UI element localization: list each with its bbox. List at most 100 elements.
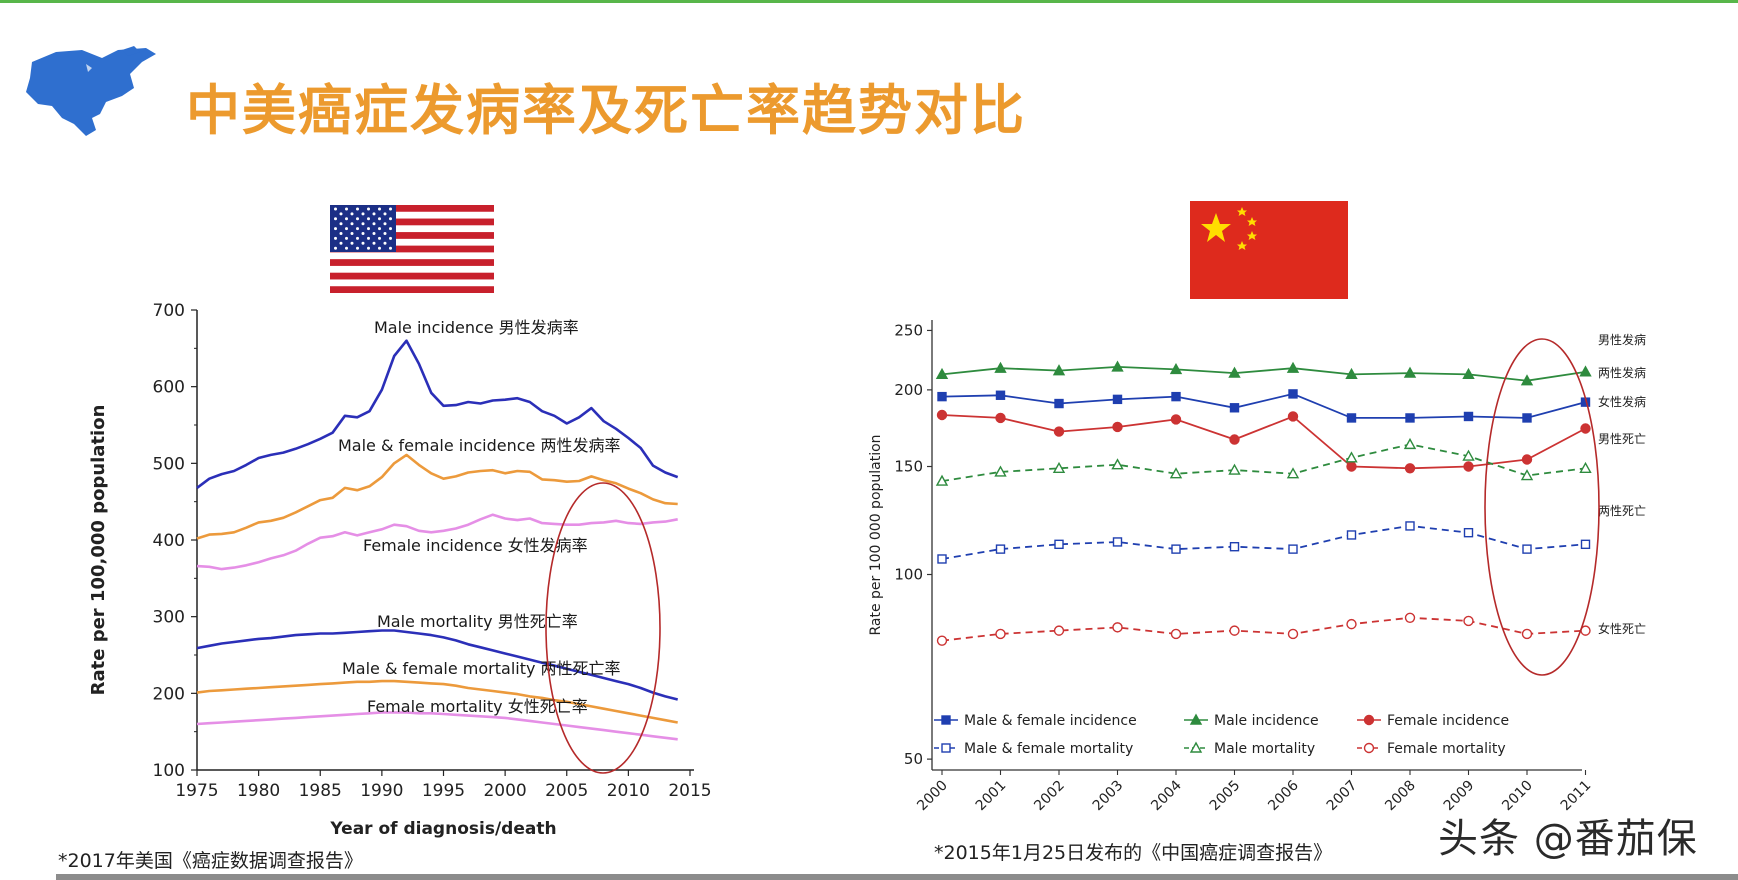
x-tick-label: 1975: [175, 781, 218, 801]
data-point: [1054, 398, 1064, 409]
data-point: [1403, 437, 1417, 450]
series-line-3: [941, 414, 1586, 470]
x-tick-label: 2002: [1031, 778, 1068, 815]
x-tick-label: 2004: [1148, 777, 1185, 814]
data-point: [1111, 360, 1124, 372]
x-tick-label: 1995: [422, 781, 465, 801]
series-line-4: [196, 629, 679, 701]
x-tick-label: 2015: [668, 781, 711, 801]
end-label: 女性发病: [1598, 394, 1646, 409]
data-point: [936, 409, 948, 421]
data-point: [1229, 542, 1240, 552]
data-point: [1169, 362, 1183, 375]
data-point: [1363, 714, 1375, 726]
us-cancer-trend-chart: 100 200 300 400 500 600 700 1975 1980 1985 1990 199…: [88, 301, 712, 839]
y-tick-label: 500: [153, 454, 185, 474]
series-line-3: [196, 513, 678, 571]
end-label: 男性死亡: [1598, 432, 1646, 446]
china-cancer-trend-chart: 50 100 150 200 250 2000 2001 2002 2003 2004 2005 20…: [868, 320, 1646, 815]
x-tick-label: 2001: [973, 778, 1010, 815]
data-point: [1189, 741, 1203, 753]
data-point: [1345, 451, 1358, 463]
series-line-5: [941, 443, 1586, 482]
north-america-map-icon: [26, 46, 156, 136]
data-point: [1462, 449, 1475, 461]
data-point: [1112, 537, 1123, 547]
data-point: [1346, 413, 1357, 423]
data-point: [936, 635, 948, 646]
data-point: [1189, 713, 1203, 725]
data-point: [935, 367, 949, 380]
data-point: [1112, 622, 1123, 633]
china-flag-icon: [1190, 201, 1348, 299]
data-point: [1346, 530, 1357, 540]
data-point: [1521, 454, 1533, 465]
data-point: [1579, 461, 1592, 473]
data-point: [1288, 389, 1298, 399]
data-point: [1170, 628, 1182, 640]
data-point: [995, 628, 1006, 640]
series-line-1: [941, 392, 1586, 419]
data-point: [1522, 544, 1532, 554]
data-point: [1286, 467, 1300, 479]
series-annotation: Male & female mortality 两性死亡率: [342, 659, 621, 678]
series-line-6: [196, 711, 678, 741]
us-source-footnote: *2017年美国《癌症数据调查报告》: [58, 850, 363, 872]
x-tick-label: 2008: [1382, 778, 1419, 815]
data-point: [1463, 527, 1474, 538]
data-point: [1404, 612, 1416, 623]
data-point: [1053, 426, 1065, 437]
y-axis-label: Rate per 100 000 population: [868, 434, 884, 635]
data-point: [941, 743, 951, 753]
legend-label: Male mortality: [1214, 741, 1315, 757]
series-annotation: Male mortality 男性死亡率: [377, 612, 578, 631]
data-point: [1286, 361, 1300, 373]
data-point: [1229, 403, 1240, 413]
legend-label: Male & female mortality: [964, 741, 1133, 757]
data-point: [1345, 367, 1358, 380]
data-point: [1463, 461, 1474, 472]
y-tick-label: 100: [153, 761, 185, 781]
y-tick-label: 200: [153, 684, 185, 704]
end-label: 男性发病: [1598, 332, 1646, 347]
data-point: [1052, 461, 1066, 473]
y-tick-label: 700: [153, 301, 185, 321]
y-tick-label: 200: [894, 381, 923, 399]
data-point: [1462, 367, 1475, 380]
x-axis-label: Year of diagnosis/death: [329, 819, 556, 839]
data-point: [1520, 469, 1534, 481]
data-point: [1228, 463, 1241, 475]
y-tick-label: 150: [894, 458, 923, 476]
china-source-footnote: *2015年1月25日发布的《中国癌症调查报告》: [934, 842, 1333, 864]
series-annotation: Male & female incidence 两性发病率: [338, 436, 621, 455]
data-point: [1112, 421, 1123, 433]
highlight-ellipse: [1484, 338, 1600, 676]
legend-label: Male & female incidence: [964, 713, 1137, 729]
x-tick-label: 2007: [1324, 778, 1361, 815]
data-point: [1579, 365, 1592, 377]
data-point: [1580, 423, 1591, 434]
data-point: [1112, 394, 1123, 405]
data-point: [937, 554, 947, 564]
data-point: [995, 390, 1006, 400]
x-tick-label: 2005: [1207, 778, 1244, 815]
y-tick-label: 50: [904, 750, 923, 768]
x-tick-label: 2000: [914, 778, 951, 815]
x-tick-label: 1980: [237, 781, 280, 801]
us-flag-icon: [330, 205, 494, 293]
series-annotation: Male incidence 男性发病率: [374, 318, 579, 337]
data-point: [1580, 539, 1591, 550]
data-point: [1111, 458, 1124, 470]
data-point: [1403, 366, 1417, 378]
y-tick-label: 250: [894, 321, 923, 339]
data-point: [994, 465, 1007, 477]
series-line-2: [196, 453, 678, 540]
series-line-1: [196, 339, 679, 489]
x-tick-label: 2003: [1090, 778, 1127, 815]
series-line-4: [941, 524, 1586, 560]
data-point: [995, 544, 1006, 554]
data-point: [1229, 434, 1240, 445]
legend-label: Female incidence: [1387, 713, 1509, 729]
y-axis-label: Rate per 100,000 population: [88, 405, 109, 696]
data-point: [1288, 544, 1298, 554]
